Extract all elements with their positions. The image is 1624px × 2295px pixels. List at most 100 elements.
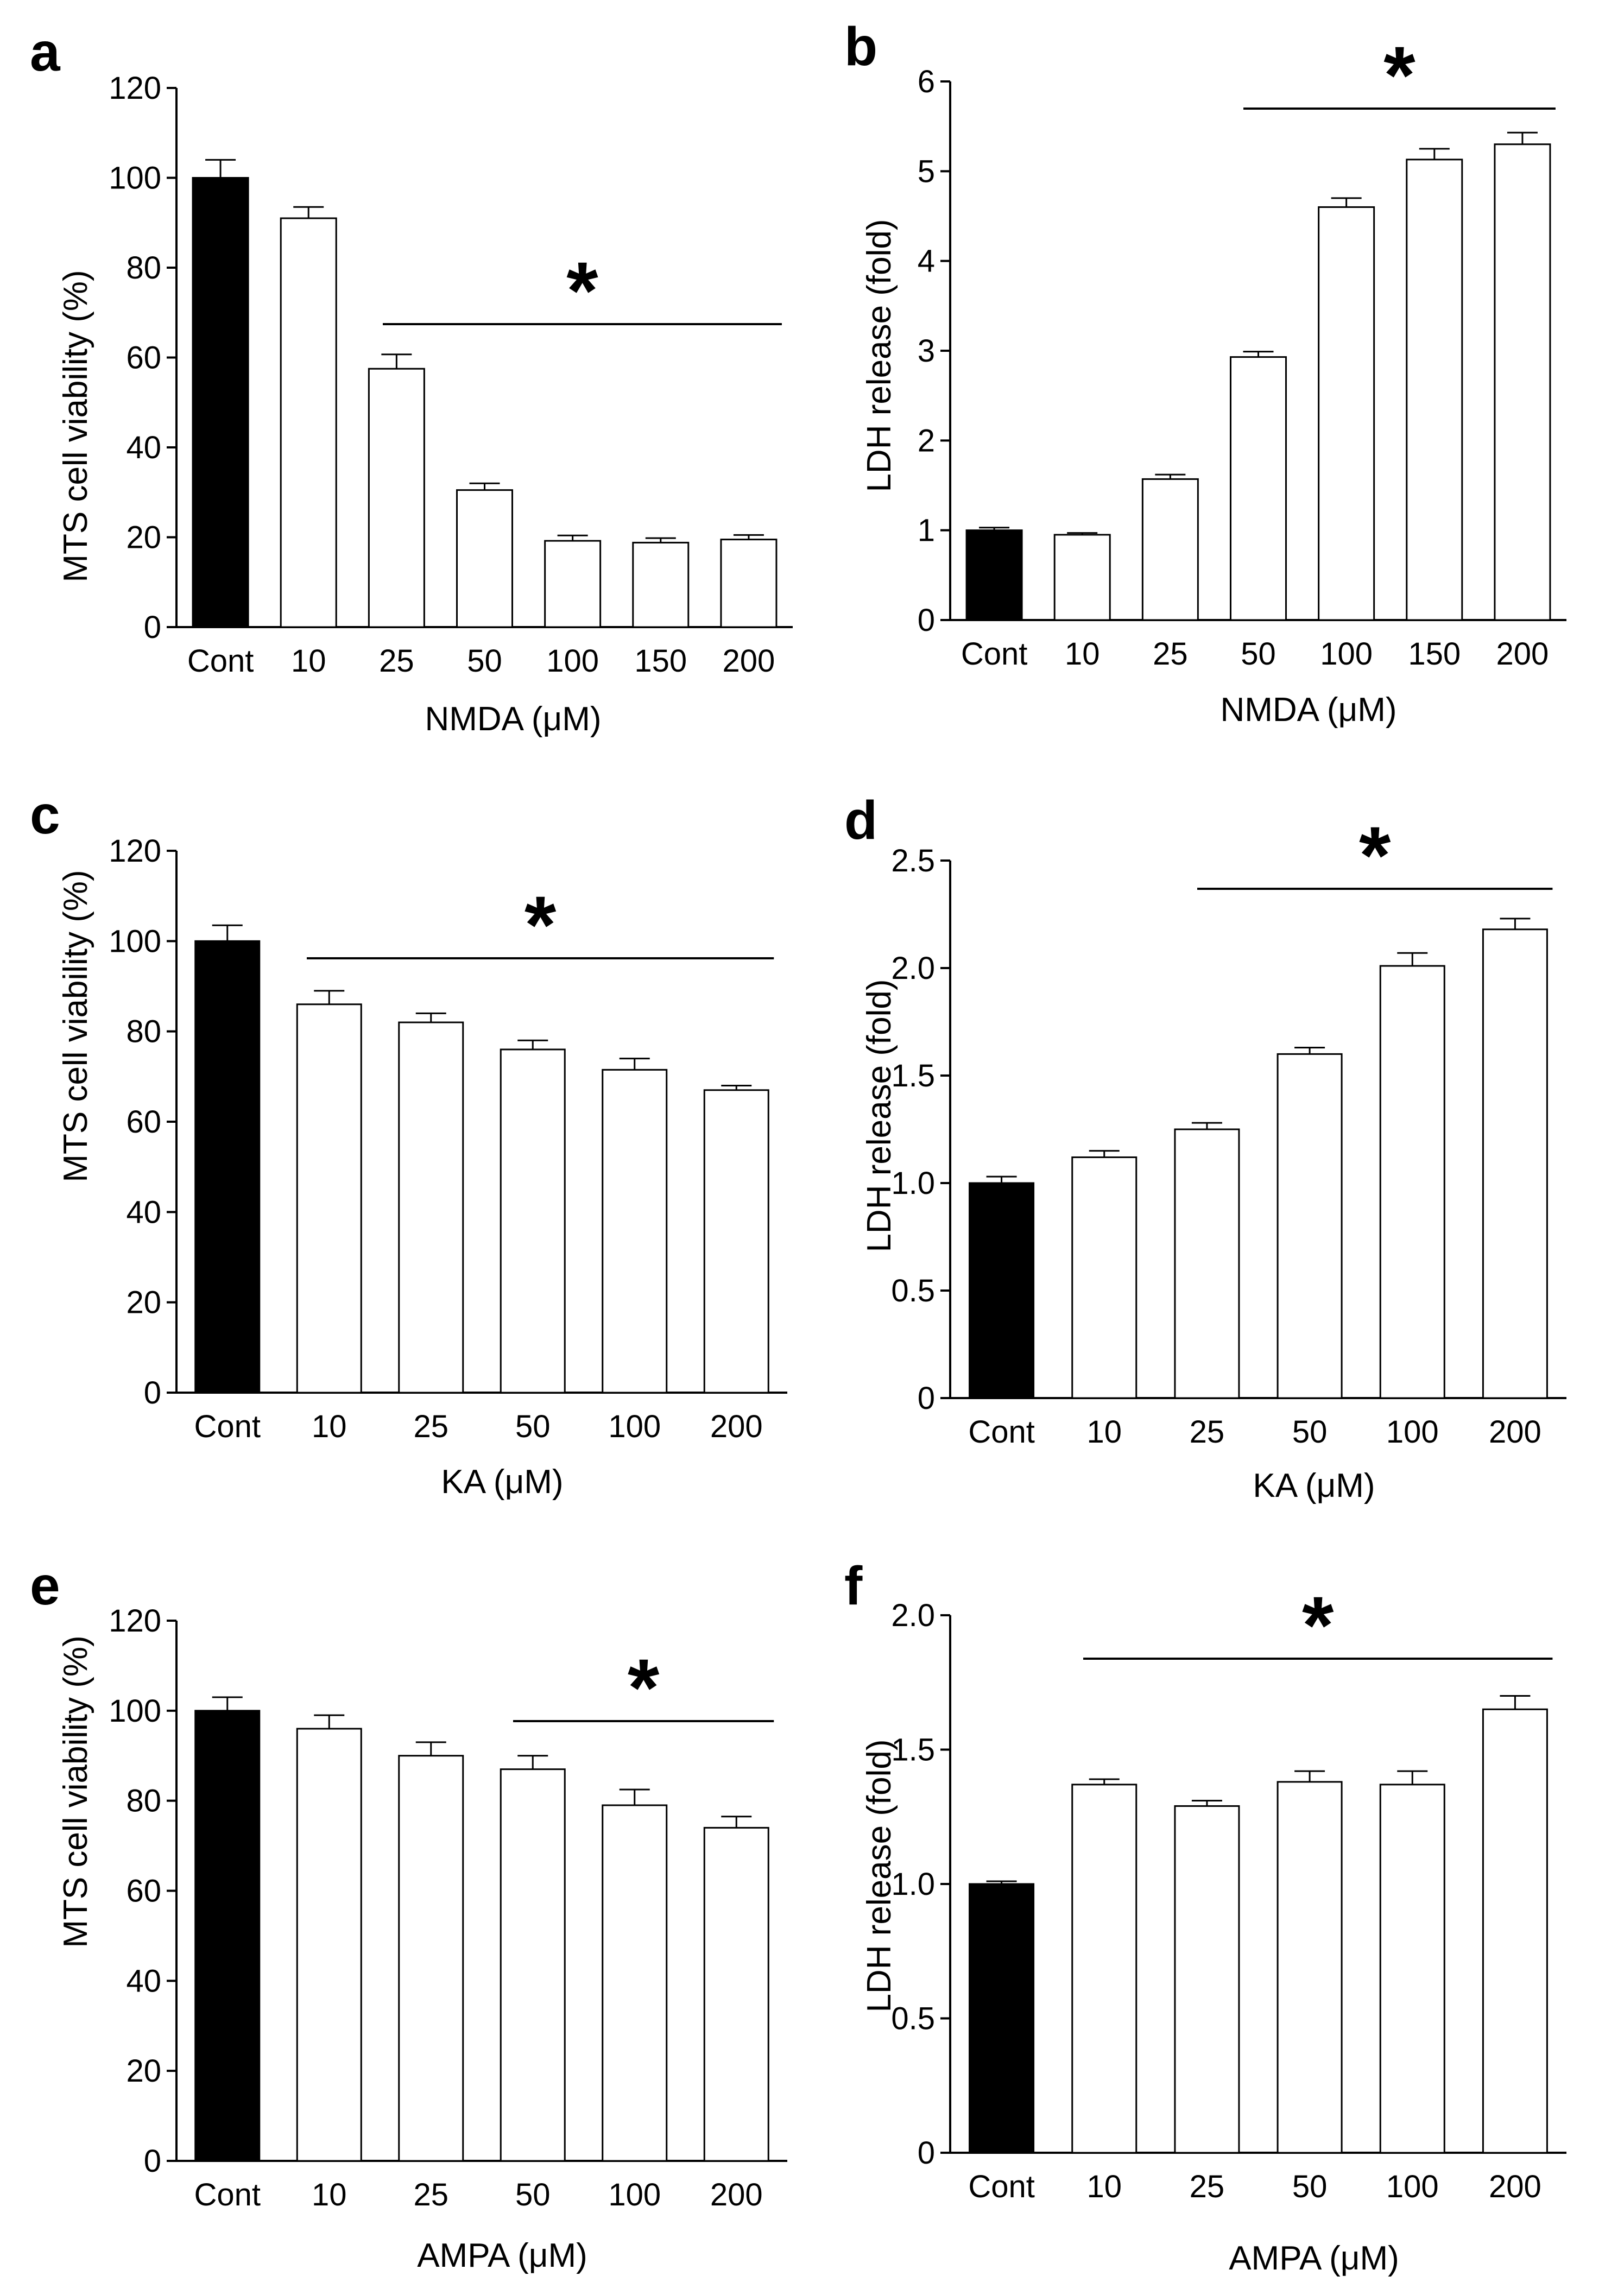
y-tick-label: 20	[126, 1285, 161, 1320]
y-tick-label: 40	[126, 1194, 161, 1230]
x-tick-label: Cont	[194, 1409, 261, 1444]
significance-asterisk: *	[628, 1642, 660, 1733]
panel-c-xlabel: KA (μM)	[441, 1463, 563, 1501]
y-tick-label: 3	[918, 333, 935, 369]
x-tick-label: 10	[1065, 636, 1100, 672]
y-tick-label: 0	[918, 1381, 935, 1416]
y-tick-label: 80	[126, 1784, 161, 1819]
y-tick-label: 40	[126, 1963, 161, 1999]
y-tick-label: 2.5	[891, 843, 935, 878]
bar-50	[1277, 1053, 1343, 1399]
bar-50	[456, 489, 513, 628]
panel-e-xlabel: AMPA (μM)	[417, 2237, 587, 2274]
significance-asterisk: *	[1359, 810, 1391, 901]
y-tick-label: 0	[144, 2144, 161, 2179]
y-tick-label: 120	[109, 1603, 161, 1639]
panel-b: b LDH release (fold) NMDA (μM) 0 1 2 3 4 5 6 Co…	[844, 16, 1566, 729]
x-tick-label: 100	[546, 643, 599, 679]
x-tick-label: 10	[312, 1409, 347, 1444]
bar-50	[500, 1048, 566, 1394]
bar-100	[1318, 206, 1375, 621]
bar-50	[500, 1768, 566, 2162]
x-tick-label: 100	[1386, 1414, 1439, 1450]
y-tick-label: 40	[126, 430, 161, 465]
bar-Cont	[192, 177, 249, 628]
panel-a: a MTS cell viability (%) NMDA (μM) 0 20 40…	[30, 22, 793, 738]
y-tick-label: 100	[109, 924, 161, 959]
y-tick-label: 0	[918, 603, 935, 638]
x-tick-label: 200	[1496, 636, 1549, 672]
y-tick-label: 100	[109, 161, 161, 196]
y-tick-label: 1.0	[891, 1867, 935, 1902]
bar-25	[398, 1021, 464, 1394]
x-tick-label: 50	[1241, 636, 1276, 672]
x-tick-label: 10	[1086, 1414, 1122, 1450]
x-tick-label: 25	[379, 643, 414, 679]
panel-a-letter: a	[30, 22, 61, 83]
y-tick-label: 1.0	[891, 1166, 935, 1201]
x-tick-label: Cont	[194, 2177, 261, 2212]
bar-Cont	[969, 1883, 1035, 2154]
x-tick-label: 10	[312, 2177, 347, 2212]
bar-50	[1277, 1781, 1343, 2154]
bar-200	[720, 539, 778, 628]
y-tick-label: 0.5	[891, 2001, 935, 2037]
bar-25	[1174, 1805, 1240, 2154]
y-tick-label: 1.5	[891, 1733, 935, 1768]
panel-c-ylabel: MTS cell viability (%)	[57, 870, 94, 1182]
bar-10	[1071, 1784, 1138, 2154]
panel-a-ylabel: MTS cell viability (%)	[57, 270, 94, 582]
x-tick-label: 150	[1408, 636, 1461, 672]
x-tick-label: 100	[608, 1409, 661, 1444]
x-tick-label: 200	[1489, 2169, 1541, 2204]
y-tick-label: 2.0	[891, 1598, 935, 1633]
x-tick-label: 200	[710, 2177, 763, 2212]
bar-Cont	[969, 1182, 1035, 1399]
x-tick-label: 50	[1292, 2169, 1328, 2204]
y-tick-label: 1.5	[891, 1058, 935, 1093]
panel-d-ylabel: LDH release (fold)	[861, 979, 898, 1252]
bar-25	[1141, 478, 1199, 621]
significance-asterisk: *	[1383, 29, 1416, 121]
x-tick-label: 50	[1292, 1414, 1328, 1450]
x-tick-label: 25	[1190, 1414, 1225, 1450]
x-tick-label: 50	[515, 2177, 551, 2212]
bar-200	[703, 1826, 769, 2162]
significance-asterisk: *	[1302, 1579, 1334, 1671]
bar-100	[544, 540, 602, 628]
bar-10	[296, 1728, 362, 2162]
y-tick-label: 2.0	[891, 951, 935, 986]
x-tick-label: 50	[515, 1409, 551, 1444]
bar-Cont	[194, 940, 261, 1394]
significance-asterisk: *	[525, 879, 557, 970]
bar-150	[632, 541, 690, 628]
panel-a-xlabel: NMDA (μM)	[425, 700, 601, 738]
bar-200	[1482, 928, 1548, 1399]
y-tick-label: 0	[144, 1375, 161, 1411]
bar-150	[1406, 159, 1463, 621]
bar-100	[1379, 1784, 1445, 2154]
panel-f-letter: f	[844, 1556, 863, 1616]
panel-b-xlabel: NMDA (μM)	[1220, 691, 1396, 729]
x-tick-label: 200	[710, 1409, 763, 1444]
bar-200	[1482, 1708, 1548, 2154]
bar-10	[280, 217, 337, 628]
panel-b-letter: b	[844, 16, 877, 77]
bar-Cont	[194, 1710, 261, 2162]
panel-d-letter: d	[844, 790, 877, 851]
y-tick-label: 0	[918, 2135, 935, 2171]
bar-Cont	[965, 529, 1023, 621]
y-tick-label: 100	[109, 1693, 161, 1729]
bar-200	[1494, 143, 1551, 621]
panel-b-ylabel: LDH release (fold)	[861, 219, 898, 492]
y-tick-label: 120	[109, 833, 161, 869]
x-tick-label: 25	[1190, 2169, 1225, 2204]
y-tick-label: 60	[126, 1104, 161, 1140]
panel-c-letter: c	[30, 785, 60, 845]
y-tick-label: 60	[126, 1874, 161, 1909]
x-tick-label: 100	[1386, 2169, 1439, 2204]
panel-e-letter: e	[30, 1556, 60, 1616]
bar-200	[703, 1089, 769, 1394]
y-tick-label: 1	[918, 513, 935, 548]
